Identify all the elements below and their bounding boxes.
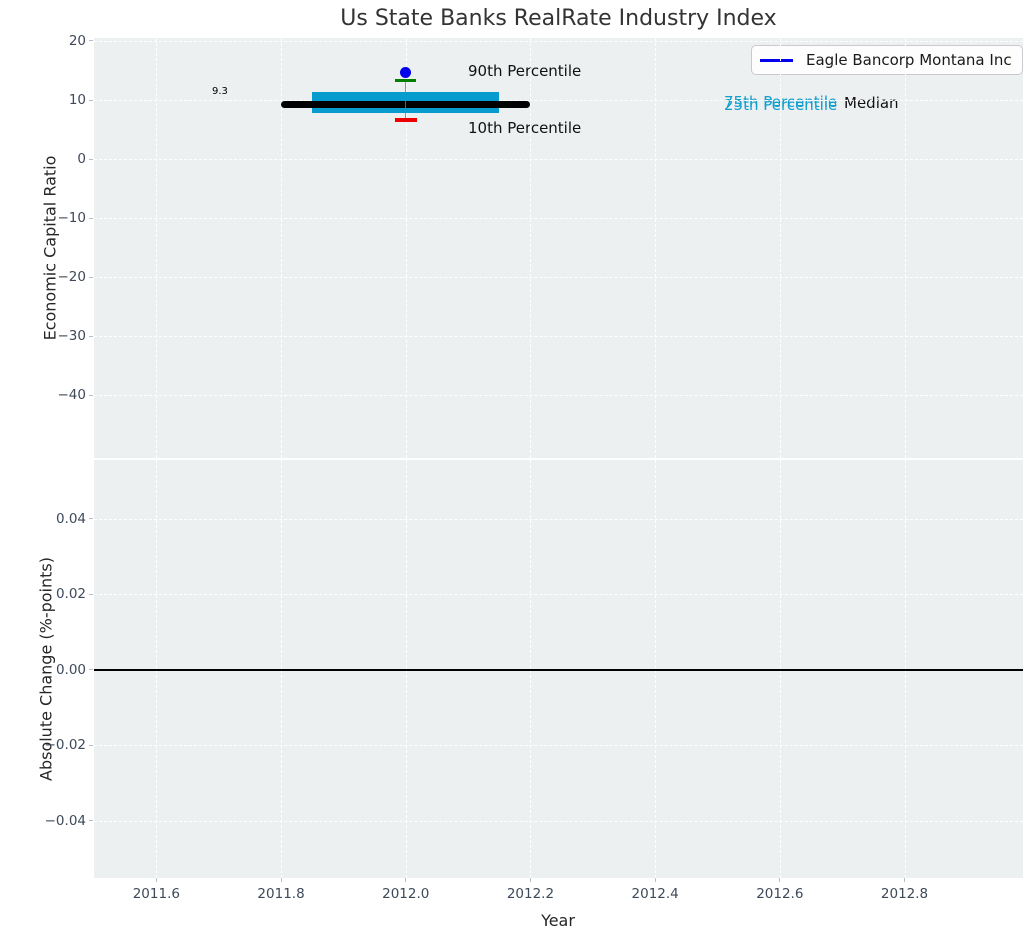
y-tick-label: 0.02 <box>55 586 86 603</box>
y-tick-label: −20 <box>57 269 87 286</box>
y-gridline <box>94 40 1023 42</box>
x-gridline <box>530 460 532 878</box>
x-tick-mark <box>529 878 531 882</box>
x-gridline <box>904 38 906 458</box>
x-tick-label: 2012.8 <box>880 886 929 902</box>
x-tick-label: 2012.0 <box>382 886 430 902</box>
x-tick-label: 2011.6 <box>132 886 180 902</box>
x-tick-mark <box>280 878 282 882</box>
p90-annotation: 90th Percentile <box>468 62 582 80</box>
x-gridline <box>655 460 657 878</box>
x-gridline <box>530 38 532 458</box>
y-tick-mark <box>89 593 93 595</box>
chart-title: Us State Banks RealRate Industry Index <box>340 6 777 31</box>
y-gridline <box>94 159 1023 161</box>
legend-entry-label: Eagle Bancorp Montana Inc <box>806 51 1012 69</box>
company-data-point <box>400 67 412 79</box>
y-gridline <box>94 395 1023 397</box>
legend: Eagle Bancorp Montana Inc <box>751 45 1023 75</box>
median-annotation: Median <box>844 94 899 112</box>
y-gridline <box>94 336 1023 338</box>
y-tick-mark <box>89 820 93 822</box>
y-tick-label: 0.00 <box>55 661 86 678</box>
x-gridline <box>281 38 283 458</box>
y-gridline <box>94 745 1023 747</box>
y-tick-mark <box>89 276 93 278</box>
y-tick-mark <box>89 158 93 160</box>
y-gridline <box>94 277 1023 279</box>
x-gridline <box>904 460 906 878</box>
y-tick-label: 0.04 <box>55 510 86 527</box>
y-tick-mark <box>89 518 93 520</box>
p10-annotation: 10th Percentile <box>468 119 582 137</box>
x-gridline <box>405 460 407 878</box>
y-tick-label: −30 <box>57 328 87 345</box>
y-tick-mark <box>89 335 93 337</box>
x-tick-mark <box>779 878 781 882</box>
y-tick-mark <box>89 99 93 101</box>
industry-p10-cap <box>394 118 417 122</box>
y-gridline <box>94 100 1023 102</box>
x-gridline <box>779 38 781 458</box>
bottom-axes <box>94 460 1023 878</box>
legend-line-swatch <box>760 58 793 62</box>
x-gridline <box>156 460 158 878</box>
y-tick-label: −0.02 <box>44 737 86 754</box>
y-tick-label: 10 <box>68 92 86 109</box>
y-tick-label: 0 <box>77 151 86 168</box>
zero-line <box>94 669 1023 671</box>
y-gridline <box>94 594 1023 596</box>
y-tick-label: −10 <box>57 210 87 227</box>
x-tick-mark <box>904 878 906 882</box>
top-y-axis-label: Economic Capital Ratio <box>40 155 60 341</box>
y-tick-mark <box>89 40 93 42</box>
y-tick-mark <box>89 217 93 219</box>
x-gridline <box>156 38 158 458</box>
y-gridline <box>94 518 1023 520</box>
industry-whisker-line <box>404 80 407 121</box>
x-tick-mark <box>405 878 407 882</box>
x-gridline <box>405 38 407 458</box>
x-tick-mark <box>155 878 157 882</box>
y-tick-label: −0.04 <box>44 812 86 829</box>
x-gridline <box>779 460 781 878</box>
y-gridline <box>94 820 1023 822</box>
x-tick-label: 2012.4 <box>631 886 679 902</box>
y-tick-label: −40 <box>57 387 87 404</box>
x-tick-label: 2011.8 <box>257 886 305 902</box>
x-tick-mark <box>654 878 656 882</box>
x-gridline <box>655 38 657 458</box>
top-axes <box>94 38 1023 458</box>
y-tick-label: 20 <box>68 32 86 49</box>
x-gridline <box>281 460 283 878</box>
y-tick-mark <box>89 394 93 396</box>
y-tick-mark <box>89 669 93 671</box>
y-gridline <box>94 218 1023 220</box>
x-axis-label: Year <box>541 911 575 930</box>
x-tick-label: 2012.6 <box>756 886 804 902</box>
y-tick-mark <box>89 744 93 746</box>
x-tick-label: 2012.2 <box>506 886 555 902</box>
industry-p90-cap <box>395 78 417 83</box>
median-value-annotation: 9.3 <box>212 86 228 97</box>
